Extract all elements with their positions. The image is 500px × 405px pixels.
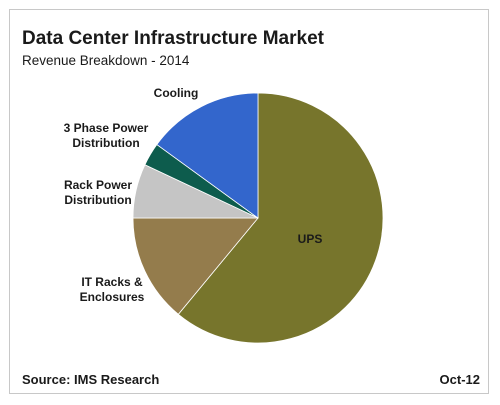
pie-labels: UPS IT Racks & Enclosures Rack Power Distrib…: [64, 86, 323, 304]
pie-slice-ups: [177, 92, 384, 344]
chart-subtitle: Revenue Breakdown - 2014: [22, 53, 190, 68]
slice-label-rack-power-distribution: Rack Power Distribution: [64, 178, 132, 207]
slice-label-it-racks-and-enclosures: IT Racks & Enclosures: [80, 275, 145, 304]
pie-slices: [132, 92, 384, 344]
slice-label-cooling: Cooling: [154, 86, 199, 100]
pie-slice-cooling: [156, 92, 259, 219]
date-note: Oct-12: [439, 372, 480, 387]
chart-title: Data Center Infrastructure Market: [22, 28, 324, 49]
pie-slice-it-racks-and-enclosures: [132, 217, 259, 315]
slice-label-ups: UPS: [298, 232, 323, 246]
source-note: Source: IMS Research: [22, 372, 160, 387]
slice-label-3-phase-power-distribution: 3 Phase Power Distribution: [64, 121, 149, 150]
